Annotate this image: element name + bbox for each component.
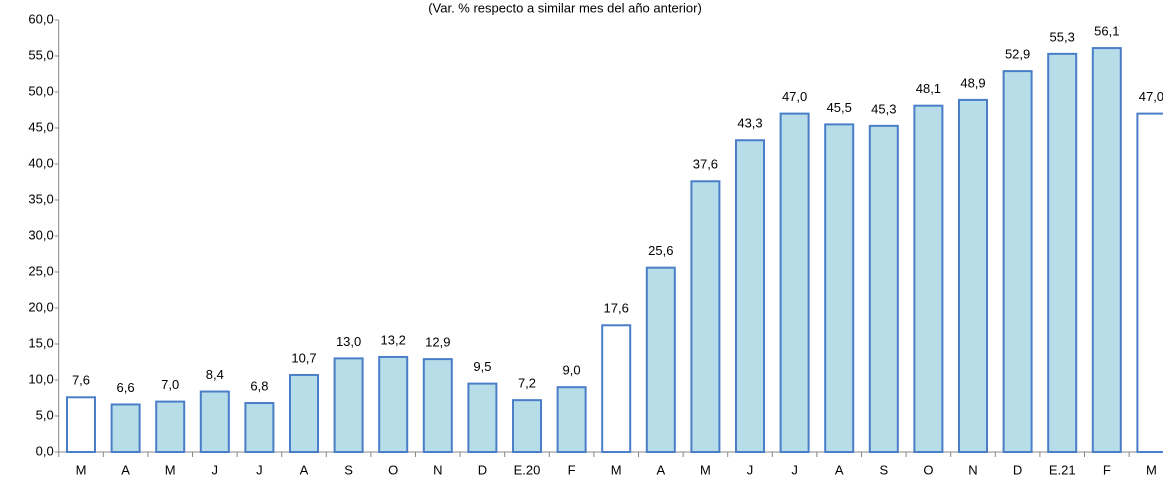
value-label: 6,6 — [117, 380, 135, 395]
value-label: 25,6 — [648, 243, 673, 258]
x-tick-label: O — [923, 462, 933, 477]
bar — [735, 139, 765, 454]
bar — [958, 98, 988, 453]
x-tick-label: J — [791, 462, 798, 477]
value-label: 37,6 — [693, 157, 718, 172]
bar — [556, 386, 587, 454]
x-tick-label: A — [121, 462, 130, 477]
bar — [1136, 112, 1163, 453]
bar — [422, 358, 453, 453]
bar — [199, 390, 230, 453]
y-tick-label: 60,0 — [28, 11, 53, 26]
y-tick-label: 25,0 — [28, 263, 53, 278]
value-label: 7,2 — [518, 376, 536, 391]
value-label: 7,0 — [161, 377, 179, 392]
x-tick-label: M — [165, 462, 176, 477]
value-label: 52,9 — [1005, 47, 1030, 62]
x-tick-label: J — [747, 462, 754, 477]
value-label: 10,7 — [291, 350, 316, 365]
bar — [110, 403, 141, 454]
x-tick-label: M — [76, 462, 87, 477]
x-tick-label: M — [611, 462, 622, 477]
value-label: 45,3 — [871, 101, 896, 116]
bar — [378, 355, 409, 453]
x-tick-label: N — [433, 462, 442, 477]
value-label: 17,6 — [604, 301, 629, 316]
bar — [824, 123, 855, 454]
x-tick-label: A — [300, 462, 309, 477]
bar — [690, 180, 721, 453]
value-label: 9,0 — [563, 363, 581, 378]
value-label: 43,3 — [737, 116, 762, 131]
value-label: 48,1 — [916, 81, 941, 96]
y-tick-label: 10,0 — [28, 371, 53, 386]
bar — [467, 382, 498, 454]
bar — [512, 399, 542, 454]
y-tick-label: 45,0 — [28, 119, 53, 134]
bar — [66, 396, 96, 453]
value-label: 55,3 — [1050, 29, 1075, 44]
y-tick-label: 20,0 — [28, 299, 53, 314]
x-tick-label: F — [1103, 462, 1111, 477]
value-label: 47,0 — [1139, 89, 1163, 104]
y-tick-label: 35,0 — [28, 191, 53, 206]
y-tick-label: 15,0 — [28, 335, 53, 350]
bar — [155, 400, 186, 454]
bar — [868, 124, 899, 453]
bar — [645, 266, 676, 453]
bar — [1002, 70, 1033, 454]
y-tick-label: 55,0 — [28, 47, 53, 62]
y-tick-label: 30,0 — [28, 227, 53, 242]
x-tick-label: D — [478, 462, 487, 477]
x-tick-label: A — [656, 462, 665, 477]
value-label: 45,5 — [827, 100, 852, 115]
bar — [1047, 52, 1078, 454]
y-tick-label: 5,0 — [36, 407, 54, 422]
x-tick-label: O — [388, 462, 398, 477]
bar — [1091, 47, 1122, 454]
value-label: 6,8 — [250, 378, 268, 393]
chart-subtitle: (Var. % respecto a similar mes del año a… — [428, 0, 702, 15]
value-label: 12,9 — [425, 335, 450, 350]
x-tick-label: S — [344, 462, 353, 477]
bar — [913, 104, 944, 454]
y-tick-label: 50,0 — [28, 83, 53, 98]
x-tick-label: E.21 — [1049, 462, 1076, 477]
x-tick-label: J — [212, 462, 219, 477]
value-label: 13,2 — [381, 332, 406, 347]
x-tick-label: E.20 — [514, 462, 541, 477]
y-tick-label: 0,0 — [36, 443, 54, 458]
x-tick-label: M — [700, 462, 711, 477]
x-tick-label: J — [256, 462, 263, 477]
x-tick-label: F — [568, 462, 576, 477]
value-label: 8,4 — [206, 367, 224, 382]
bar — [601, 324, 632, 453]
value-label: 13,0 — [336, 334, 361, 349]
x-tick-label: A — [835, 462, 844, 477]
value-label: 47,0 — [782, 89, 807, 104]
x-tick-label: N — [968, 462, 977, 477]
value-label: 56,1 — [1094, 24, 1119, 39]
bar — [289, 373, 319, 453]
bar — [779, 112, 810, 453]
bar — [333, 357, 364, 453]
x-tick-label: D — [1013, 462, 1022, 477]
x-tick-label: M — [1146, 462, 1157, 477]
y-tick-label: 40,0 — [28, 155, 53, 170]
x-tick-label: S — [879, 462, 888, 477]
value-label: 48,9 — [960, 75, 985, 90]
value-label: 7,6 — [72, 373, 90, 388]
bar — [244, 402, 275, 454]
value-label: 9,5 — [473, 359, 491, 374]
